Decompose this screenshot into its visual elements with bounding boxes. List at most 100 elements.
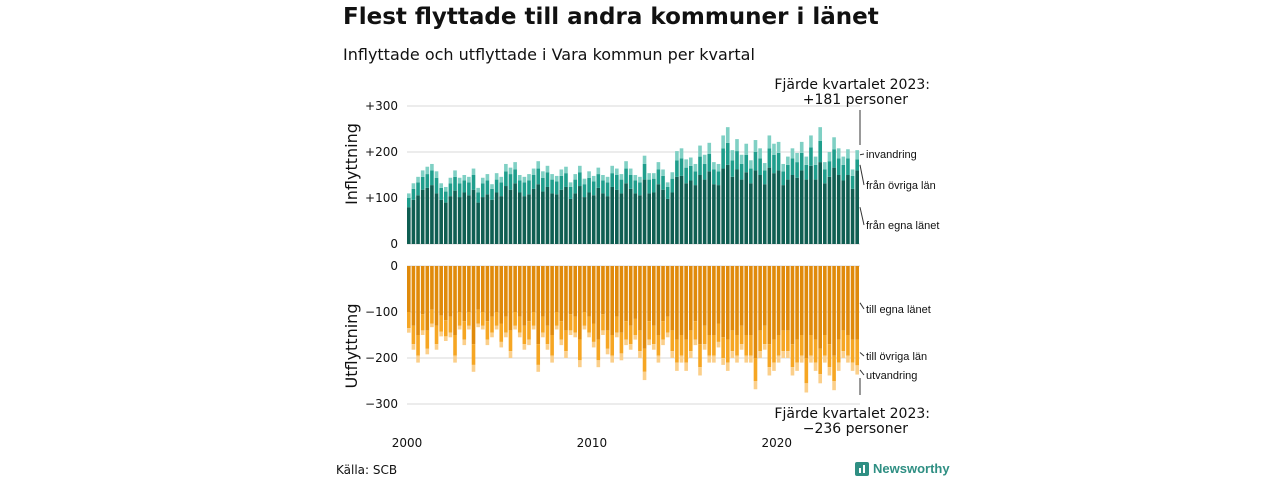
bar-out-0 [670,266,675,331]
bar-in-2 [647,173,651,180]
bar-in-1 [624,168,628,184]
bar-in-1 [758,158,762,175]
bar-out-2 [823,355,827,363]
bar-out-2 [836,362,841,371]
bar-in-1 [471,175,476,190]
bar-out-0 [735,266,739,335]
bar-out-0 [416,266,420,335]
bar-in-2 [753,140,758,152]
bar-in-1 [841,164,846,181]
bar-in-2 [471,168,476,175]
bar-out-0 [448,266,453,317]
bar-in-0 [665,198,670,244]
bar-in-1 [522,182,527,197]
bar-in-0 [554,194,559,244]
bar-out-1 [582,312,587,326]
bar-in-2 [596,167,601,175]
bar-out-2 [661,339,665,346]
bar-in-2 [624,161,628,169]
bar-in-2 [762,163,767,171]
bar-in-2 [425,166,430,175]
bar-in-1 [799,152,804,171]
bar-out-0 [855,266,859,340]
bar-in-2 [725,127,730,143]
bar-in-1 [550,179,554,194]
bar-in-2 [605,176,610,183]
bar-in-2 [693,163,698,172]
bar-in-2 [541,171,545,178]
bar-out-1 [707,335,712,356]
bar-in-0 [670,192,675,244]
bar-in-2 [615,168,619,175]
bar-in-0 [633,193,638,244]
bar-in-0 [818,162,823,244]
bar-out-0 [591,266,596,324]
bar-in-0 [647,193,651,244]
bar-out-1 [554,312,559,326]
bar-in-1 [536,168,541,185]
bar-in-0 [443,202,448,244]
bar-in-2 [790,148,795,159]
bar-in-2 [573,174,578,180]
bar-in-2 [730,150,735,161]
bar-in-1 [707,153,712,172]
bar-out-1 [522,325,527,345]
bar-in-0 [480,197,485,244]
y-tick-label-out: −100 [365,305,398,319]
series-label: från övriga län [866,180,936,192]
bar-out-2 [499,341,504,348]
bar-out-2 [684,362,688,371]
bar-out-0 [411,266,416,326]
bar-in-2 [707,142,712,154]
annotation-out-line2: −236 personer [803,421,909,437]
bar-out-2 [846,355,850,363]
bar-out-0 [656,266,661,335]
bar-out-1 [753,358,758,381]
bar-out-1 [462,321,467,340]
bar-out-0 [702,266,707,326]
bar-in-1 [721,148,725,169]
bar-in-0 [587,192,591,244]
bar-out-1 [836,339,841,363]
bar-out-2 [457,325,462,330]
bar-in-2 [619,174,624,180]
bar-in-1 [439,187,443,200]
bar-out-0 [578,266,582,340]
bar-in-0 [499,196,504,244]
bar-in-0 [494,192,499,244]
bar-in-2 [430,163,434,171]
x-tick-label: 2010 [577,436,608,450]
bar-out-1 [591,323,596,342]
bar-in-2 [758,148,762,159]
bar-out-2 [434,344,439,350]
bar-out-0 [582,266,587,312]
bar-in-2 [490,184,494,189]
bar-out-2 [536,364,541,372]
bar-out-2 [749,355,753,363]
bar-in-2 [836,148,841,159]
bar-in-0 [573,193,578,244]
bar-in-2 [698,145,702,157]
bar-in-2 [420,170,425,177]
bar-in-1 [411,188,416,200]
bar-out-2 [467,325,471,330]
bar-in-2 [688,157,693,166]
bar-out-0 [554,266,559,312]
bar-out-2 [439,331,443,337]
bar-in-0 [693,185,698,244]
bar-out-1 [619,332,624,354]
bar-in-0 [596,187,601,244]
bar-in-0 [698,175,702,244]
bar-in-1 [430,170,434,186]
bar-out-2 [712,355,716,363]
bar-in-1 [605,182,610,197]
bar-out-1 [684,339,688,363]
bar-out-0 [605,266,610,331]
bar-in-2 [550,174,554,180]
bar-in-1 [513,169,517,184]
bar-in-0 [471,189,476,244]
bar-in-2 [416,176,420,183]
bar-in-2 [712,162,716,170]
brand-logo[interactable]: Newsworthy [855,461,950,476]
bar-out-0 [679,266,684,335]
